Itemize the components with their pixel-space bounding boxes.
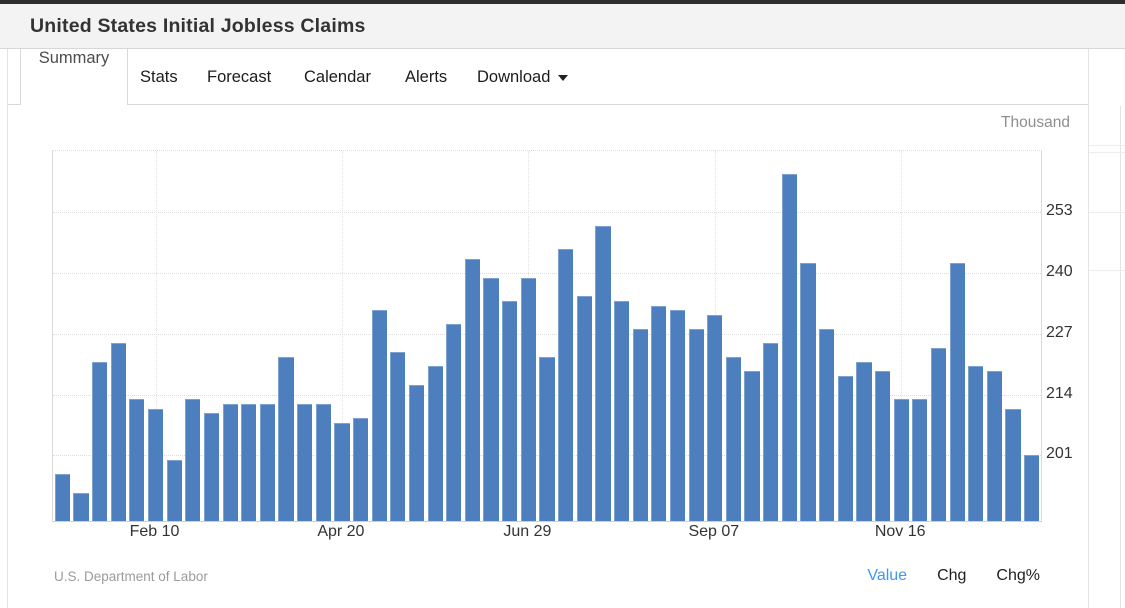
bar[interactable] xyxy=(539,357,555,521)
bar[interactable] xyxy=(502,300,518,521)
bar[interactable] xyxy=(147,408,164,521)
bar[interactable] xyxy=(930,347,947,521)
bar[interactable] xyxy=(576,296,592,521)
tab-summary-label: Summary xyxy=(38,49,110,67)
chevron-down-icon xyxy=(558,74,569,81)
gridline-vertical xyxy=(155,151,157,521)
bar[interactable] xyxy=(464,258,481,521)
y-tick-label: 240 xyxy=(1046,262,1073,280)
bar[interactable] xyxy=(669,310,686,521)
card-left-border xyxy=(7,49,8,608)
tab-calendar[interactable]: Calendar xyxy=(304,68,371,86)
tab-download[interactable]: Download xyxy=(477,49,569,105)
x-tick-label: Feb 10 xyxy=(129,523,180,540)
bar[interactable] xyxy=(725,357,742,521)
bar[interactable] xyxy=(856,361,872,521)
bar[interactable] xyxy=(408,385,425,521)
tab-forecast[interactable]: Forecast xyxy=(207,68,272,86)
tab-stats[interactable]: Stats xyxy=(140,68,178,86)
x-tick-label: Sep 07 xyxy=(688,523,740,540)
y-tick-label: 214 xyxy=(1046,384,1073,402)
source-label: U.S. Department of Labor xyxy=(54,569,208,584)
bar[interactable] xyxy=(222,403,238,521)
bar[interactable] xyxy=(1024,455,1040,521)
tab-download-label: Download xyxy=(477,68,551,86)
x-tick-label: Jun 29 xyxy=(503,523,552,540)
bar[interactable] xyxy=(185,399,201,521)
gridline-horizontal xyxy=(53,333,1041,335)
tab-summary[interactable]: Summary xyxy=(20,49,128,105)
adjacent-panel-edge xyxy=(1120,106,1121,608)
series-mode-toggle: Value Chg Chg% xyxy=(867,567,1040,585)
bar[interactable] xyxy=(54,474,70,521)
bar[interactable] xyxy=(520,277,536,521)
bar[interactable] xyxy=(166,460,182,521)
bar[interactable] xyxy=(632,329,648,521)
bar[interactable] xyxy=(129,399,145,521)
bar[interactable] xyxy=(334,422,350,521)
bar[interactable] xyxy=(278,357,294,521)
bar[interactable] xyxy=(203,413,220,521)
bar[interactable] xyxy=(241,403,257,521)
mode-value[interactable]: Value xyxy=(867,567,908,584)
bar[interactable] xyxy=(73,492,89,521)
bar[interactable] xyxy=(707,314,723,521)
bar[interactable] xyxy=(949,263,965,521)
y-tick-label: 227 xyxy=(1046,323,1073,341)
unit-label: Thousand xyxy=(1001,114,1070,131)
bar[interactable] xyxy=(874,371,891,521)
bar[interactable] xyxy=(968,366,984,521)
gridline-horizontal xyxy=(53,211,1041,213)
bar[interactable] xyxy=(352,418,369,521)
bar[interactable] xyxy=(1005,408,1021,521)
bar[interactable] xyxy=(297,403,313,521)
bar[interactable] xyxy=(110,343,126,521)
bar[interactable] xyxy=(427,366,443,521)
adjacent-panel-line xyxy=(1089,145,1125,146)
tab-bar: Summary Stats Forecast Calendar Alerts D… xyxy=(0,49,1125,105)
bar[interactable] xyxy=(558,249,574,521)
bar[interactable] xyxy=(744,371,760,521)
bar[interactable] xyxy=(595,225,611,521)
x-tick-label: Apr 20 xyxy=(317,523,365,540)
tab-bar-border xyxy=(126,104,1088,105)
bar[interactable] xyxy=(390,352,406,521)
bar[interactable] xyxy=(819,329,835,521)
bar[interactable] xyxy=(763,343,779,521)
bar[interactable] xyxy=(371,310,387,521)
x-tick-label: Nov 16 xyxy=(874,523,926,540)
y-tick-label: 201 xyxy=(1046,445,1073,463)
bar[interactable] xyxy=(92,361,108,521)
bar[interactable] xyxy=(837,375,853,521)
page-header: United States Initial Jobless Claims xyxy=(0,4,1125,49)
gridline-vertical xyxy=(901,151,903,521)
bar[interactable] xyxy=(893,399,909,521)
bar[interactable] xyxy=(446,324,462,521)
card-right-border xyxy=(1088,49,1089,608)
top-accent-bar xyxy=(0,0,1125,4)
bar[interactable] xyxy=(781,174,797,521)
bar[interactable] xyxy=(483,277,499,521)
bar[interactable] xyxy=(651,305,667,521)
bar[interactable] xyxy=(986,371,1003,521)
adjacent-panel-line xyxy=(1089,152,1125,153)
gridline-vertical xyxy=(341,151,343,521)
mode-chg[interactable]: Chg xyxy=(937,567,967,584)
tab-alerts[interactable]: Alerts xyxy=(405,68,448,86)
mode-chgpct[interactable]: Chg% xyxy=(996,567,1040,584)
bar[interactable] xyxy=(315,403,331,521)
chart-plot-area xyxy=(52,150,1042,522)
bar[interactable] xyxy=(613,300,630,521)
tab-bar-border xyxy=(7,104,20,105)
bar[interactable] xyxy=(912,399,928,521)
page-title: United States Initial Jobless Claims xyxy=(30,14,366,37)
adjacent-panel-line xyxy=(1089,270,1125,271)
bar[interactable] xyxy=(688,329,704,521)
bar[interactable] xyxy=(259,403,275,521)
adjacent-panel-line xyxy=(1089,212,1125,213)
bar[interactable] xyxy=(800,263,816,521)
y-tick-label: 253 xyxy=(1046,201,1073,219)
gridline-horizontal xyxy=(53,272,1041,274)
